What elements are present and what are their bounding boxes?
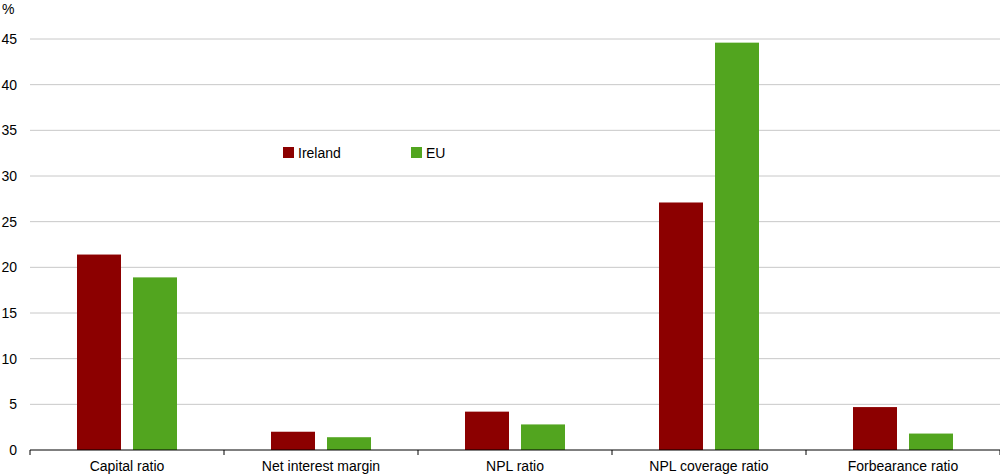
legend-swatch	[411, 147, 422, 158]
x-tick-label: NPL coverage ratio	[649, 458, 769, 474]
x-tick-label: Net interest margin	[262, 458, 380, 474]
x-tick	[612, 450, 613, 455]
legend-label: EU	[426, 145, 445, 161]
x-tick-label: Capital ratio	[90, 458, 165, 474]
y-tick-label: 40	[1, 77, 17, 93]
bar	[133, 277, 177, 450]
bar	[521, 424, 565, 450]
bar	[271, 432, 315, 450]
bars	[77, 43, 953, 450]
bar	[909, 434, 953, 450]
chart: 0 5 10 15 20 25 30 35 40 45% Capital ratio Net inte…	[0, 0, 1000, 476]
bar	[853, 407, 897, 450]
y-axis-label: %	[2, 1, 14, 17]
x-tick-label: NPL ratio	[486, 458, 544, 474]
y-tick-label: 10	[1, 351, 17, 367]
x-tick	[224, 450, 225, 455]
y-tick-label: 25	[1, 214, 17, 230]
legend-label: Ireland	[298, 145, 341, 161]
y-tick-label: 45	[1, 31, 17, 47]
bar	[327, 437, 371, 450]
x-tick	[806, 450, 807, 455]
grid-line	[30, 84, 1000, 85]
grid-line	[30, 267, 1000, 268]
legend-swatch	[283, 147, 294, 158]
x-axis	[30, 450, 1000, 451]
bar	[465, 412, 509, 450]
bar	[715, 43, 759, 450]
bar	[77, 255, 121, 450]
grid-line	[30, 130, 1000, 131]
x-tick	[30, 450, 31, 455]
grid-line	[30, 39, 1000, 40]
bar	[659, 202, 703, 450]
grid-line	[30, 221, 1000, 222]
x-tick	[418, 450, 419, 455]
y-tick-label: 15	[1, 305, 17, 321]
y-tick-label: 20	[1, 259, 17, 275]
grid-line	[30, 176, 1000, 177]
y-tick-label: 30	[1, 168, 17, 184]
y-tick-label: 35	[1, 122, 17, 138]
y-tick-label: 0	[9, 442, 17, 458]
y-tick-label: 5	[9, 396, 17, 412]
x-tick-label: Forbearance ratio	[848, 458, 959, 474]
